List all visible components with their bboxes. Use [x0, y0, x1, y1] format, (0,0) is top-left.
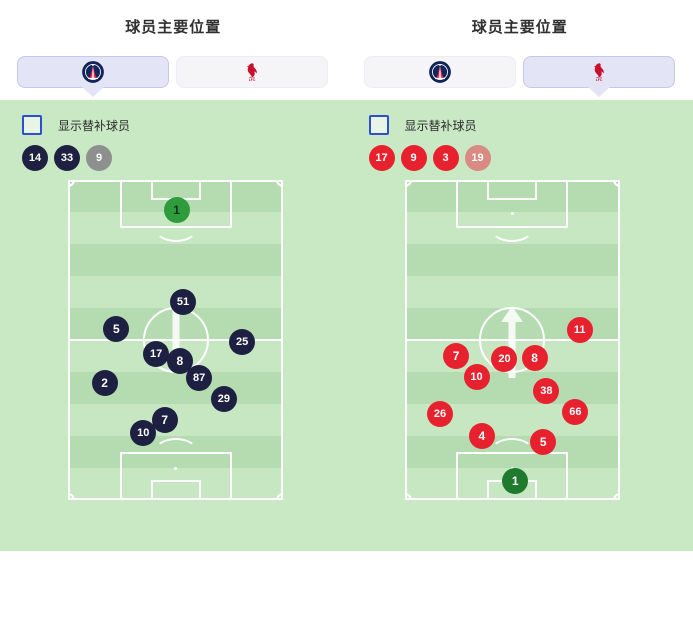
corner-arc-tl [404, 180, 412, 187]
liverpool-crest-icon: LFC [241, 61, 263, 83]
player-marker[interactable]: 7 [151, 407, 178, 433]
show-substitutes-row: 显示替补球员 [368, 115, 477, 135]
pitch-stripe [404, 180, 620, 212]
svg-text:LFC: LFC [595, 78, 602, 82]
player-marker[interactable]: 17 [143, 341, 170, 368]
substitute-chip[interactable]: 33 [54, 145, 80, 171]
player-marker[interactable]: 25 [229, 328, 256, 355]
player-marker[interactable]: 1 [502, 467, 529, 494]
substitute-chip[interactable]: 14 [22, 145, 48, 171]
player-marker[interactable]: 5 [103, 315, 130, 342]
penalty-arc-bottom [490, 438, 534, 466]
substitute-chip[interactable]: 9 [86, 145, 112, 171]
corner-arc-bl [404, 493, 412, 500]
substitutes-list: 17 9 3 19 [368, 145, 491, 171]
team-content-area: 显示替补球员 17 9 3 19 11 7 20 8 10 38 26 66 4 5 1 [346, 100, 693, 551]
player-marker[interactable]: 26 [426, 400, 453, 427]
player-marker[interactable]: 20 [491, 346, 518, 373]
psg-crest-icon [428, 61, 451, 83]
tab-team-liverpool[interactable]: LFC [522, 56, 675, 88]
pitch-stripe [404, 244, 620, 276]
show-substitutes-checkbox[interactable] [368, 115, 389, 135]
goal-area-bottom [150, 480, 201, 500]
corner-arc-tr [612, 180, 620, 187]
player-marker[interactable]: 7 [443, 343, 470, 369]
corner-arc-br [276, 493, 283, 500]
penalty-spot-bottom [174, 467, 177, 470]
substitute-chip[interactable]: 3 [432, 145, 459, 171]
show-substitutes-row: 显示替补球员 [22, 115, 130, 135]
direction-arrow-shaft [172, 302, 179, 358]
corner-arc-tr [276, 180, 283, 187]
player-marker[interactable]: 38 [533, 378, 560, 405]
page-title: 球员主要位置 [125, 19, 222, 36]
player-marker[interactable]: 2 [91, 370, 118, 397]
penalty-arc-top [153, 214, 198, 242]
page-title: 球员主要位置 [471, 19, 568, 36]
goal-area-top [487, 180, 537, 200]
player-marker[interactable]: 10 [463, 363, 490, 390]
show-substitutes-checkbox[interactable] [22, 115, 42, 135]
substitute-chip[interactable]: 17 [368, 145, 395, 171]
tab-team-liverpool[interactable]: LFC [176, 56, 328, 88]
substitute-chip[interactable]: 19 [464, 145, 491, 171]
player-marker[interactable]: 4 [468, 423, 495, 449]
player-marker[interactable]: 1 [163, 197, 190, 224]
player-marker[interactable]: 8 [521, 344, 548, 371]
active-tab-pointer [82, 87, 104, 97]
team-tab-bar: LFC [347, 56, 693, 97]
team-tab-bar: LFC [0, 56, 347, 97]
svg-text:LFC: LFC [249, 78, 256, 82]
corner-arc-tl [68, 180, 75, 187]
team-panel-liverpool: 球员主要位置 LFC 显示替补球员 17 9 3 19 11 7 20 8 10 38 26 66 4 5 1 [346, 0, 693, 623]
penalty-arc-top [490, 214, 534, 242]
substitutes-list: 14 33 9 [22, 145, 112, 171]
show-substitutes-label: 显示替补球员 [404, 118, 477, 133]
player-marker[interactable]: 5 [530, 429, 557, 456]
psg-crest-icon [82, 61, 104, 83]
penalty-arc-bottom [153, 438, 198, 466]
player-marker[interactable]: 51 [170, 288, 197, 315]
direction-arrow-head [501, 306, 523, 322]
player-marker[interactable]: 66 [562, 399, 589, 425]
show-substitutes-label: 显示替补球员 [58, 118, 131, 133]
pitch: 11 7 20 8 10 38 26 66 4 5 1 [404, 180, 620, 500]
team-content-area: 显示替补球员 14 33 9 1 51 5 25 17 8 2 87 29 7 10 [0, 100, 347, 551]
player-marker[interactable]: 87 [186, 365, 213, 392]
player-marker[interactable]: 10 [130, 419, 157, 446]
pitch-stripe [68, 244, 283, 276]
corner-arc-br [612, 493, 620, 500]
corner-arc-bl [68, 493, 75, 500]
player-marker[interactable]: 11 [566, 317, 593, 344]
team-panel-psg: 球员主要位置 LFC 显示替补球员 14 33 9 1 51 5 25 17 8 2 87 29 7 10 [0, 19, 347, 551]
tab-team-psg[interactable] [363, 56, 516, 88]
player-marker[interactable]: 29 [210, 386, 237, 413]
substitute-chip[interactable]: 9 [400, 145, 427, 171]
penalty-spot-top [510, 212, 514, 215]
liverpool-crest-icon: LFC [588, 61, 610, 83]
pitch: 1 51 5 25 17 8 2 87 29 7 10 [68, 180, 283, 500]
active-tab-pointer [587, 87, 610, 97]
tab-team-psg[interactable] [17, 56, 169, 88]
